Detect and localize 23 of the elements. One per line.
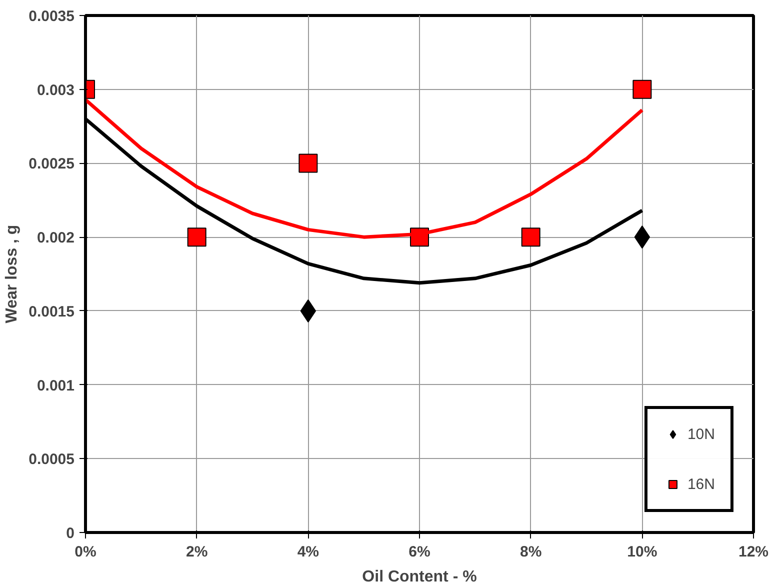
point	[298, 154, 318, 173]
legend-label: 16N	[687, 476, 715, 492]
x-tick-label: 6%	[408, 544, 430, 560]
x-tick-label: 0%	[74, 544, 96, 560]
point	[521, 228, 540, 247]
x-tick-label: 8%	[520, 544, 542, 560]
y-tick-label: 0.0015	[28, 303, 75, 320]
point	[632, 80, 652, 99]
y-tick-label: 0.001	[36, 377, 75, 394]
x-tick-label: 4%	[297, 544, 320, 560]
x-tick-label: 2%	[186, 544, 208, 560]
y-tick-label: 0.0035	[28, 8, 75, 25]
legend-label: 10N	[687, 426, 715, 442]
y-tick-label: 0.003	[36, 82, 75, 99]
y-axis-title: Wear loss , g	[4, 224, 21, 324]
y-tick-label: 0.0025	[28, 156, 75, 173]
y-tick-label: 0.0005	[28, 451, 75, 468]
y-tick-label: 0	[66, 525, 74, 542]
x-tick-label: 10%	[627, 544, 658, 560]
y-tick-label: 0.002	[36, 230, 75, 247]
x-tick-label: 12%	[738, 544, 769, 560]
point	[187, 228, 206, 247]
x-axis-title: Oil Content - %	[362, 568, 477, 586]
